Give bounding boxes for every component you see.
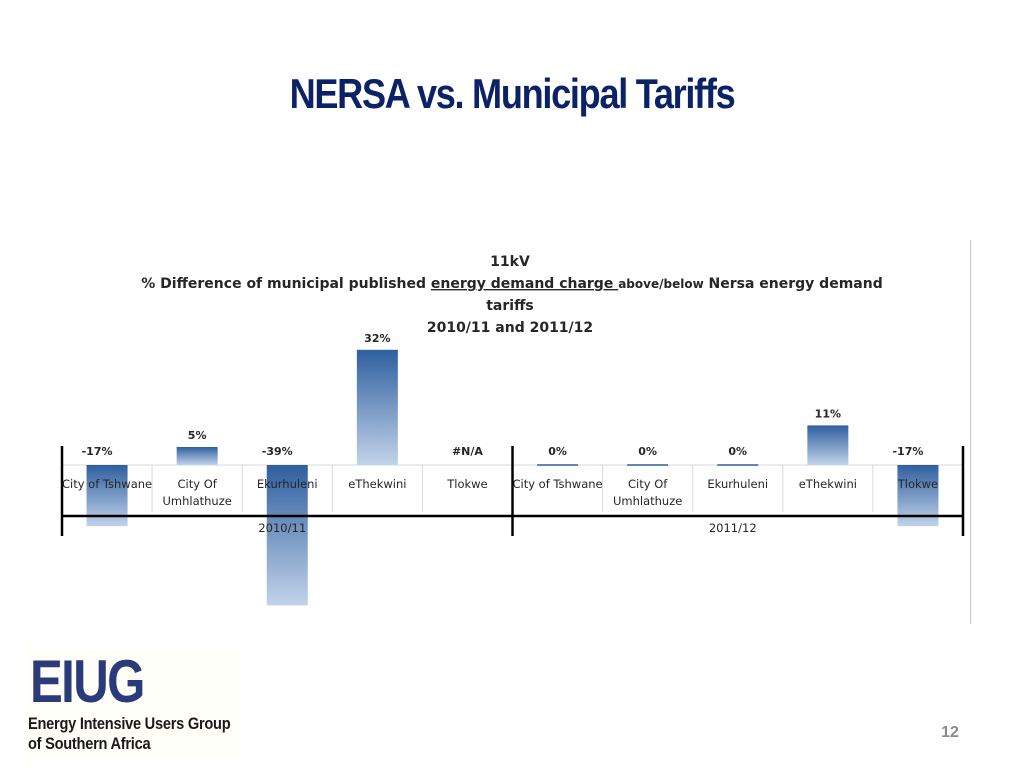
data-label-0-3: 32%: [364, 332, 390, 345]
chart-title-line-2-underlined: energy demand charge: [431, 276, 618, 292]
category-label-1-2-0: Ekurhuleni: [707, 477, 768, 491]
group-label-0: 2010/11: [258, 521, 306, 535]
category-label-0-4-0: Tlokwe: [446, 477, 487, 491]
bar-1-3: [807, 425, 849, 465]
data-label-1-1: 0%: [638, 445, 657, 458]
logo-tagline-2: of Southern Africa: [28, 734, 151, 753]
chart-title-line-4: 2010/11 and 2011/12: [427, 320, 593, 336]
page-number: 12: [941, 724, 959, 741]
bar-0-3: [356, 349, 398, 465]
category-label-1-1-1: Umhlathuze: [613, 494, 682, 508]
data-label-1-2: 0%: [728, 445, 747, 458]
chart-title-line-1: 11kV: [490, 254, 530, 270]
category-label-0-3-0: eThekwini: [348, 477, 406, 491]
data-label-1-4: -17%: [892, 445, 923, 458]
group-label-1: 2011/12: [709, 521, 757, 535]
chart-border: [970, 240, 971, 624]
data-label-1-3: 11%: [815, 407, 841, 420]
chart-title-line-2-after: Nersa energy demand: [704, 276, 883, 292]
category-label-0-1-0: City Of: [178, 477, 218, 491]
data-label-1-0: 0%: [548, 445, 567, 458]
category-label-0-1-1: Umhlathuze: [162, 494, 231, 508]
data-label-0-0: -17%: [82, 445, 113, 458]
logo-background: [26, 645, 240, 763]
bar-0-2: [266, 465, 308, 606]
category-label-1-0-0: City of Tshwane: [512, 477, 602, 491]
chart-title-line-2-before: % Difference of municipal published: [141, 276, 431, 292]
data-label-0-1: 5%: [188, 429, 207, 442]
category-label-1-1-0: City Of: [628, 477, 668, 491]
chart-title-line-2-small: above/below: [618, 277, 703, 291]
data-label-0-2: -39%: [262, 445, 293, 458]
plot-area: -17% City of Tshwane 5% City Of Umhlathuze -3…: [60, 332, 965, 606]
bar-0-1: [176, 447, 218, 465]
category-label-1-3-0: eThekwini: [799, 477, 857, 491]
chart-title-line-2: % Difference of municipal published ener…: [141, 276, 882, 292]
chart-title-line-3: tariffs: [486, 298, 534, 314]
data-label-0-4: #N/A: [452, 445, 483, 458]
category-label-1-4-0: Tlokwe: [897, 477, 938, 491]
slide-title: NERSA vs. Municipal Tariffs: [289, 70, 736, 117]
category-label-0-2-0: Ekurhuleni: [257, 477, 318, 491]
logo-tagline-1: Energy Intensive Users Group: [28, 714, 231, 733]
category-label-0-0-0: City of Tshwane: [62, 477, 152, 491]
eiug-logo: EIUG: [30, 648, 145, 715]
